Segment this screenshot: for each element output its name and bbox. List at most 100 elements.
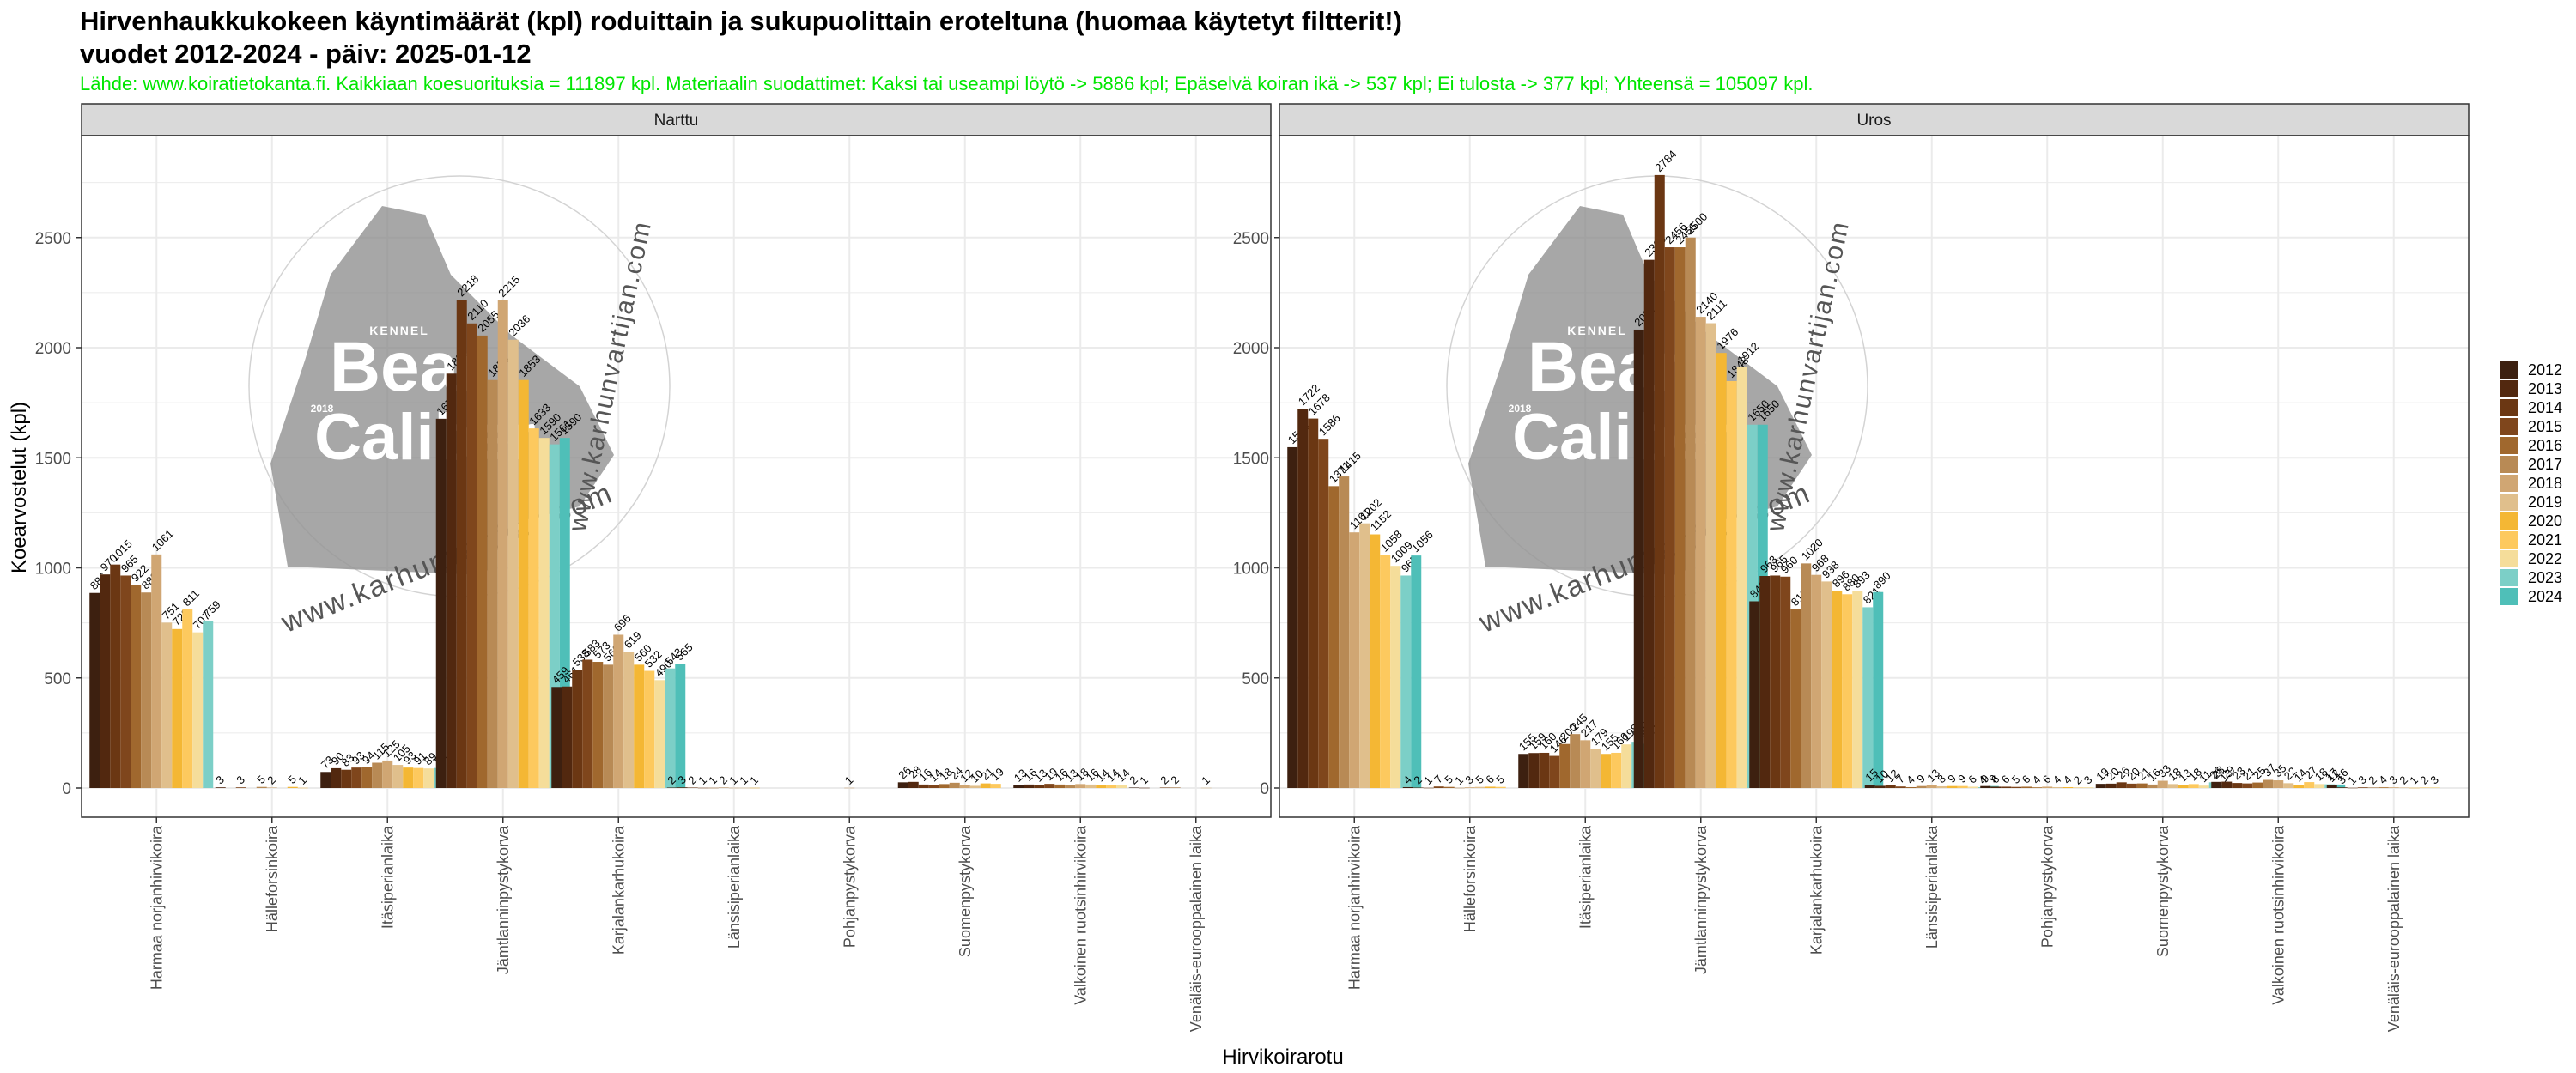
bar [1443, 786, 1455, 788]
bar [1495, 786, 1506, 788]
bar [1328, 486, 1340, 788]
bar [2335, 784, 2346, 788]
y-tick-label: 2500 [35, 230, 71, 248]
bar [1832, 591, 1843, 788]
bar [1770, 575, 1781, 788]
bar [1380, 555, 1391, 788]
bar [2011, 786, 2022, 788]
bar [466, 323, 477, 788]
bar [2021, 786, 2032, 788]
bar [2242, 783, 2253, 788]
bar [654, 680, 665, 788]
bar [1842, 594, 1853, 788]
bar [1936, 785, 1947, 788]
bar [697, 787, 708, 789]
x-tick-label: Valkoinen ruotsinhirvikoira [1072, 825, 1089, 1005]
bar [1370, 534, 1381, 788]
bar [1874, 785, 1886, 788]
bar [969, 785, 981, 788]
bar [2073, 787, 2084, 788]
bar [2232, 783, 2243, 788]
bar [2083, 787, 2094, 788]
legend-key [2500, 456, 2518, 473]
bar [623, 652, 635, 788]
x-tick-label: Itäsiperianlaika [1577, 825, 1594, 929]
bar [141, 592, 152, 788]
bar [477, 335, 488, 789]
bar [120, 575, 131, 788]
bar [1411, 555, 1422, 788]
bar [1905, 786, 1917, 788]
bar [215, 787, 226, 788]
bar [708, 787, 719, 789]
legend-label: 2015 [2528, 418, 2562, 435]
legend-label: 2023 [2528, 569, 2562, 586]
bar [1947, 785, 1958, 788]
bar [1549, 755, 1560, 788]
bar [2409, 787, 2420, 789]
bar [718, 787, 729, 788]
bar [182, 609, 193, 788]
bar [644, 670, 655, 788]
bar [2188, 784, 2199, 788]
bar [844, 787, 855, 789]
bar [1528, 753, 1540, 788]
bar [1633, 329, 1644, 788]
bar [666, 787, 677, 788]
bar [2336, 787, 2348, 788]
bar [1085, 784, 1097, 788]
bar [2095, 784, 2106, 788]
bar [1044, 784, 1055, 788]
watermark-kennel: KENNEL [1567, 324, 1627, 337]
bar [1359, 523, 1370, 788]
x-tick-label: Jämtlanninpystykorva [495, 825, 512, 974]
bar [89, 592, 100, 788]
bar [435, 418, 447, 788]
bar [928, 785, 939, 788]
watermark-kennel: KENNEL [369, 324, 429, 337]
bar [507, 339, 519, 788]
bar [1539, 752, 1550, 788]
bar [2388, 787, 2399, 788]
bar [446, 373, 457, 788]
legend-label: 2017 [2528, 456, 2562, 473]
bar [351, 767, 362, 788]
y-tick-label: 0 [62, 780, 71, 798]
bar [897, 782, 908, 788]
bar [423, 768, 434, 788]
bar [341, 769, 352, 788]
bar [1749, 601, 1760, 788]
x-axis-title: Hirvikoirarotu [1222, 1046, 1343, 1069]
bar [1674, 247, 1686, 788]
bar [2252, 782, 2263, 788]
bar [2178, 785, 2189, 788]
bar [2326, 785, 2337, 788]
bar [2147, 784, 2158, 788]
facet-strip [81, 103, 1272, 136]
legend-label: 2020 [2528, 512, 2562, 530]
legend-label: 2024 [2528, 588, 2562, 605]
chart-header: Hirvenhaukkukokeen käyntimäärät (kpl) ro… [80, 5, 2553, 96]
y-tick-label: 1000 [35, 561, 71, 579]
bar [2126, 783, 2137, 788]
bar [1402, 786, 1413, 788]
bar [1034, 785, 1045, 788]
bar [2042, 786, 2053, 788]
bar [131, 585, 142, 788]
bar [172, 628, 183, 788]
chart-caption: Lähde: www.koiratietokanta.fi. Kaikkiaan… [80, 73, 1814, 94]
watermark-year: 2018 [1509, 403, 1532, 415]
chart-subtitle: vuodet 2012-2024 - päiv: 2025-01-12 [80, 39, 532, 69]
y-tick-label: 2000 [1233, 340, 1269, 358]
x-tick-label: Länsisiperianlaika [1923, 825, 1941, 949]
bar [1685, 237, 1696, 788]
bar [413, 767, 424, 788]
x-tick-label: Länsisiperianlaika [726, 825, 743, 949]
bar [1580, 740, 1591, 788]
bar [392, 765, 404, 788]
bar [1013, 785, 1024, 788]
bar [1759, 575, 1771, 788]
bar [2221, 781, 2233, 788]
bar [1287, 446, 1298, 788]
